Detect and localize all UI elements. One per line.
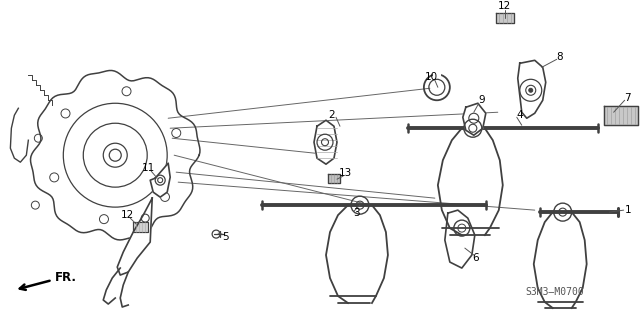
Polygon shape (518, 60, 546, 118)
Text: 6: 6 (472, 253, 479, 263)
Text: 1: 1 (625, 205, 631, 215)
Text: 11: 11 (141, 163, 155, 173)
Text: 12: 12 (120, 210, 134, 220)
Polygon shape (117, 198, 152, 275)
Text: 7: 7 (625, 93, 631, 103)
Text: FR.: FR. (55, 271, 77, 284)
Polygon shape (150, 163, 170, 197)
Text: 2: 2 (329, 110, 335, 120)
Text: 10: 10 (426, 72, 438, 82)
Text: 3: 3 (354, 208, 360, 218)
Text: 5: 5 (222, 232, 228, 242)
Polygon shape (328, 174, 340, 183)
Text: 8: 8 (556, 52, 563, 62)
Circle shape (529, 88, 532, 92)
Text: 13: 13 (339, 168, 351, 178)
Polygon shape (463, 103, 486, 135)
Polygon shape (133, 222, 148, 232)
Text: 9: 9 (479, 95, 485, 105)
Text: 12: 12 (498, 1, 511, 11)
Polygon shape (496, 13, 514, 23)
Text: 4: 4 (516, 110, 523, 120)
Text: S3M3–M0700: S3M3–M0700 (525, 287, 584, 297)
Polygon shape (604, 106, 637, 125)
Polygon shape (314, 120, 337, 164)
Polygon shape (445, 210, 475, 268)
